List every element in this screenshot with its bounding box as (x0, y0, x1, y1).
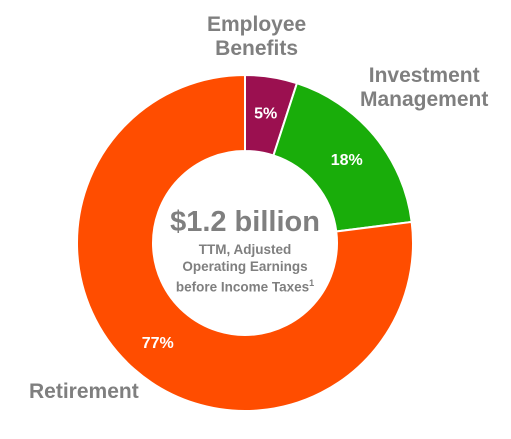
value-label-investment-management: 18% (331, 152, 363, 169)
category-label-employee-benefits: Employee Benefits (207, 13, 307, 60)
category-label-retirement: Retirement (29, 380, 139, 403)
center-total-value: $1.2 billion (170, 206, 320, 238)
footnote-marker: 1 (309, 278, 315, 288)
center-subtitle-line-3: before Income Taxes1 (0, 275, 490, 296)
center-subtitle-line-1: TTM, Adjusted (198, 242, 292, 257)
donut-slices (76, 73, 414, 412)
center-subtitle-text: before Income Taxes (175, 279, 310, 295)
center-subtitle-line-2: Operating Earnings (182, 259, 308, 274)
slice-value-labels: 5% 18% 77% (142, 106, 363, 352)
value-label-retirement: 77% (142, 335, 174, 352)
category-label-investment-management: Investment Management (360, 64, 489, 111)
slice-retirement (76, 73, 414, 412)
value-label-employee-benefits: 5% (254, 106, 277, 123)
